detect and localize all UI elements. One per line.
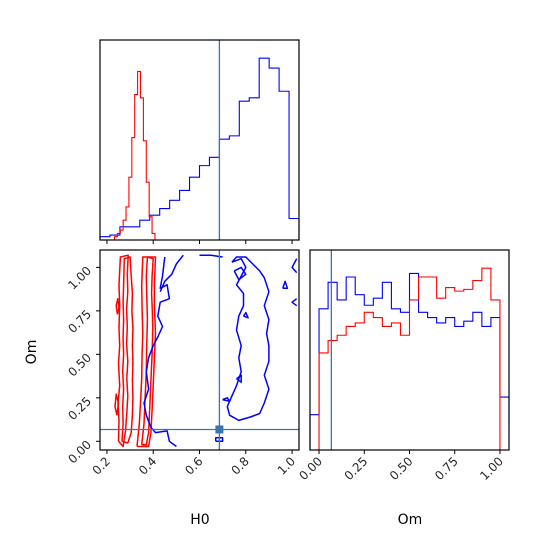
- contour-ytick-label-2: 0.50: [65, 351, 94, 380]
- om-hist-series-0-steps: [309, 272, 510, 450]
- h0-hist-series-1-steps: [111, 70, 158, 241]
- om-hist-xtick-label-0: 0.00: [296, 454, 325, 483]
- contour-lines: [114, 254, 298, 448]
- x-axis-label-h0: H0: [190, 512, 209, 528]
- contour-series-1-line-3: [226, 256, 270, 422]
- contour-truth-marker: [215, 425, 224, 434]
- contour-ytick-label-3: 0.75: [65, 307, 94, 336]
- om-histogram-panel: 0.00 0.25 0.50 0.75 1.00: [296, 249, 510, 483]
- contour-xtick-label-0: 0.2: [90, 454, 113, 477]
- contour-series-1-line-9: [282, 280, 289, 290]
- contour-series-1-line-11: [291, 298, 298, 307]
- contour-ytick-label-1: 0.25: [65, 394, 94, 423]
- x-axis-label-om: Om: [398, 512, 423, 528]
- contour-series-1-line-10: [291, 258, 298, 274]
- axis-labels: H0 Om Om: [24, 340, 422, 528]
- contour-xtick-label-2: 0.6: [182, 454, 205, 477]
- om-hist-series-1-steps: [318, 267, 501, 450]
- contour-series-0-line-5: [115, 297, 120, 315]
- om-hist-xtick-label-4: 1.00: [477, 454, 506, 483]
- contour-series-1-line-4: [233, 266, 247, 281]
- contour-ytick-label-4: 1.00: [65, 264, 94, 293]
- contour-series-0-line-2: [117, 254, 129, 448]
- contour-series-1-line-0: [143, 256, 177, 448]
- h0-om-contour-panel: 0.2 0.4 0.6 0.8 1.0 0.00 0.25 0.50 0.75 1.00: [65, 249, 300, 478]
- om-hist-xtick-label-3: 0.75: [432, 454, 461, 483]
- om-hist-xtick-label-2: 0.50: [387, 454, 416, 483]
- contour-xtick-label-3: 0.8: [228, 454, 251, 477]
- contour-series-1-line-8: [214, 437, 224, 443]
- h0-hist-frame: [99, 39, 300, 241]
- contour-series-1-line-7: [222, 397, 231, 403]
- contour-series-1-line-5: [242, 311, 249, 319]
- contour-series-0-line-3: [136, 256, 157, 448]
- contour-series-0-line-0: [121, 256, 134, 444]
- contour-xtick-label-4: 1.0: [275, 454, 298, 477]
- y-axis-label-om: Om: [24, 340, 40, 365]
- h0-hist-series-0-steps: [99, 57, 300, 240]
- contour-xtick-label-1: 0.4: [136, 454, 159, 477]
- h0-histogram-panel: [99, 39, 300, 244]
- contour-series-1-line-6: [236, 374, 242, 383]
- om-hist-xtick-label-1: 0.25: [342, 454, 371, 483]
- contour-series-0-line-4: [114, 393, 120, 416]
- contour-ytick-label-0: 0.00: [65, 438, 94, 467]
- contour-series-1-line-1: [159, 254, 184, 293]
